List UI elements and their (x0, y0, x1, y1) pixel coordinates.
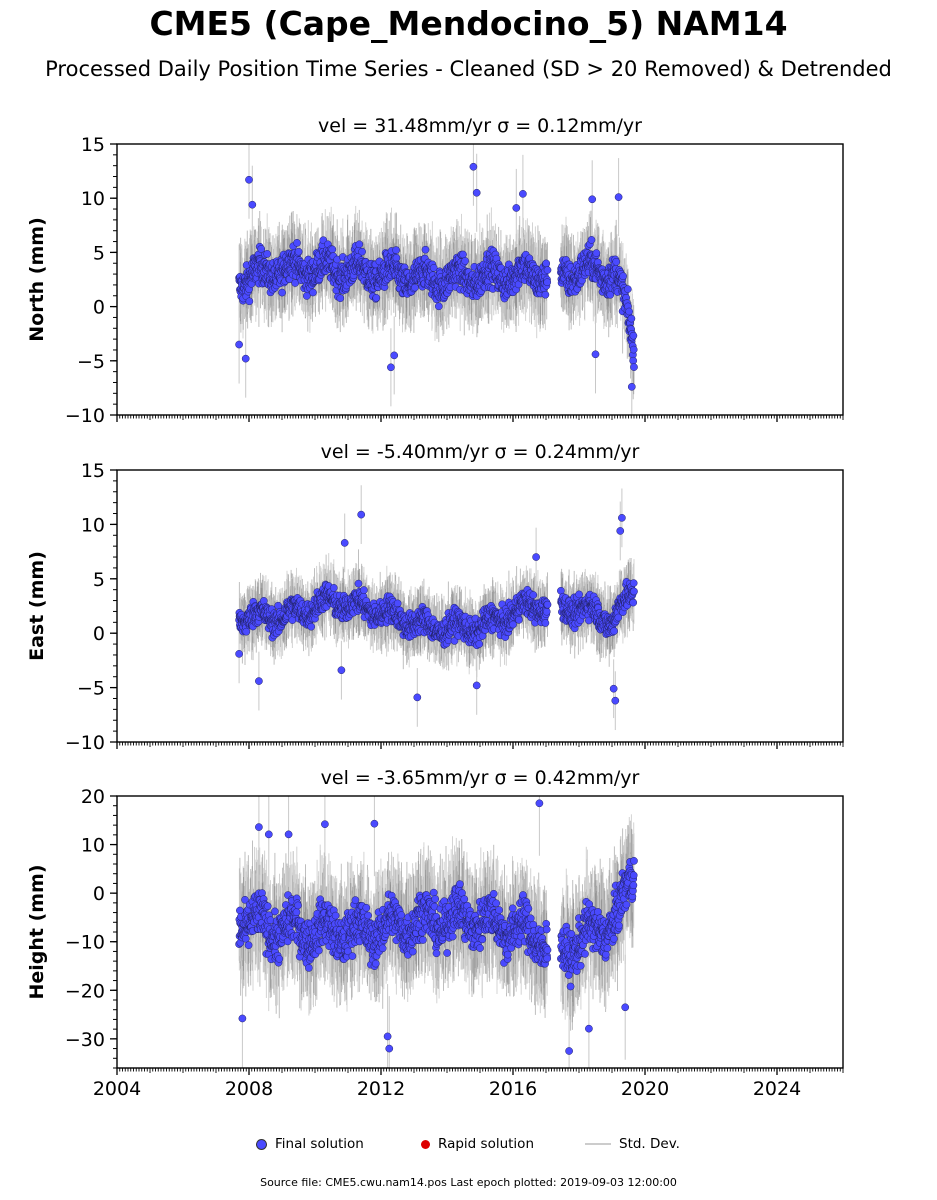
data-point (587, 236, 596, 244)
data-point (625, 307, 633, 316)
data-point-outlier (390, 351, 399, 360)
data-point (434, 302, 443, 311)
data-point (612, 257, 621, 266)
data-point (543, 266, 552, 274)
data-point (543, 278, 552, 287)
data-point (627, 314, 636, 323)
data-point-outlier (519, 190, 527, 198)
y-tick-label: −10 (65, 405, 105, 427)
data-point-outlier (387, 363, 395, 372)
data-point (242, 627, 251, 636)
data-point-outlier (248, 200, 257, 209)
data-point (461, 257, 469, 265)
data-point (355, 240, 364, 249)
data-point (328, 245, 337, 254)
y-axis-label-east: East (mm) (26, 551, 48, 661)
data-point-outlier (614, 193, 623, 201)
data-point (392, 254, 401, 262)
data-point (278, 288, 286, 297)
panel-sigma-north: σ = 0.12mm/yr (497, 115, 642, 137)
panel-title-east: vel = -5.40mm/yr σ = 0.24mm/yr (321, 441, 640, 463)
data-point (629, 331, 638, 340)
chart-title: CME5 (Cape_Mendocino_5) NAM14 (149, 4, 788, 43)
data-point (263, 250, 272, 258)
data-point (592, 249, 601, 257)
data-point (358, 247, 366, 256)
data-point (630, 363, 638, 371)
data-point (372, 294, 381, 302)
data-point (542, 259, 551, 268)
data-point-outlier (245, 175, 253, 184)
data-point-outlier (588, 195, 597, 204)
data-point (245, 297, 254, 306)
data-point (541, 290, 550, 299)
panel-sigma-east: σ = 0.24mm/yr (495, 441, 640, 463)
data-point (293, 239, 301, 247)
data-point-outlier (472, 188, 481, 197)
y-axis-label-north: North (mm) (26, 217, 48, 342)
data-point (429, 264, 438, 272)
data-point (619, 272, 627, 281)
data-point (257, 245, 266, 253)
final-solution-points-east (235, 510, 638, 705)
data-point-outlier (627, 382, 636, 391)
data-point (336, 294, 345, 303)
data-point (411, 283, 419, 292)
data-point-outlier (235, 340, 243, 349)
data-point (629, 356, 638, 365)
y-tick-label: 5 (93, 242, 105, 264)
data-point (623, 285, 632, 293)
y-tick-label: −5 (77, 351, 105, 373)
data-point (629, 345, 638, 354)
y-tick-label: 0 (93, 297, 105, 319)
data-point-outlier (241, 354, 250, 363)
data-point-outlier (591, 350, 600, 359)
panel-velocity-east: vel = -5.40mm/yr (321, 441, 495, 463)
panel-title-north: vel = 31.48mm/yr σ = 0.12mm/yr (318, 115, 642, 137)
final-solution-points-north (235, 162, 638, 391)
data-point (294, 247, 303, 256)
y-tick-label: 10 (81, 188, 105, 210)
y-tick-label: 15 (81, 134, 105, 156)
data-point (392, 246, 400, 254)
data-point (309, 288, 317, 297)
data-point-outlier (512, 204, 521, 212)
data-point-outlier (469, 162, 478, 171)
data-point (421, 245, 430, 254)
data-point (459, 250, 467, 259)
panel-north: vel = 31.48mm/yr σ = 0.12mm/yr North (mm)… (26, 115, 844, 427)
panel-velocity-north: vel = 31.48mm/yr (318, 115, 497, 137)
chart-subtitle: Processed Daily Position Time Series - C… (45, 57, 892, 81)
